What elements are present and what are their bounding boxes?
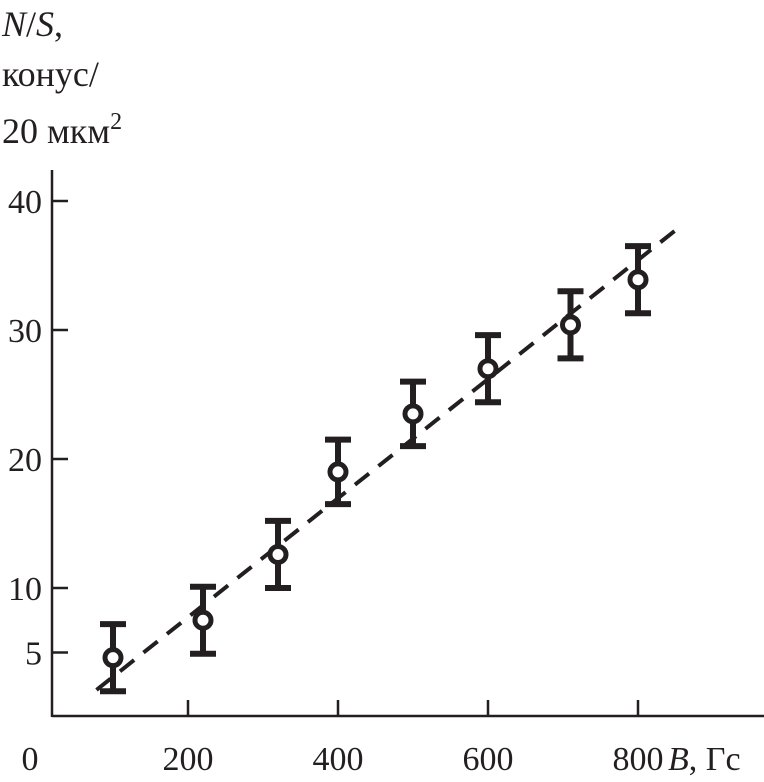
y-tick-label: 5: [25, 636, 42, 673]
data-point-group: [325, 436, 351, 508]
x-axis-label-unit: , Гс: [689, 741, 741, 778]
data-point: [477, 358, 499, 380]
data-point-group: [190, 583, 216, 657]
data-point: [327, 461, 349, 483]
data-point-group: [100, 621, 126, 695]
y-tick-label: 10: [8, 571, 42, 608]
data-point: [560, 314, 581, 336]
y-axis-label-unit2: 20 мкм2: [2, 104, 122, 149]
x-tick-label: 800: [613, 741, 664, 778]
y-tick-label: 40: [8, 184, 42, 221]
y-axis-label-unit1: конус/: [2, 54, 99, 94]
data-point: [627, 269, 649, 291]
y-axis-unit-text: 20 мкм: [2, 111, 111, 151]
data-point-group: [265, 517, 291, 591]
data-point: [192, 609, 214, 631]
data-point: [267, 543, 289, 565]
x-tick-label: 0: [22, 741, 39, 778]
y-axis-label-var: N/S,: [2, 4, 64, 44]
data-point-group: [557, 288, 584, 362]
data-point: [102, 647, 124, 669]
fit-line: [95, 223, 683, 692]
x-tick-label: 400: [313, 741, 364, 778]
data-point-group: [400, 378, 426, 450]
x-axis-label: B, Гс: [668, 741, 741, 778]
y-tick-label: 30: [8, 313, 42, 350]
y-axis-unit-sup: 2: [110, 109, 123, 135]
data-point-group: [625, 243, 651, 317]
y-tick-label: 20: [8, 442, 42, 479]
x-tick-label: 600: [463, 741, 514, 778]
data-point: [402, 403, 424, 425]
x-tick-label: 200: [163, 741, 214, 778]
x-axis-label-var: B: [668, 741, 689, 778]
data-point-group: [475, 332, 501, 406]
